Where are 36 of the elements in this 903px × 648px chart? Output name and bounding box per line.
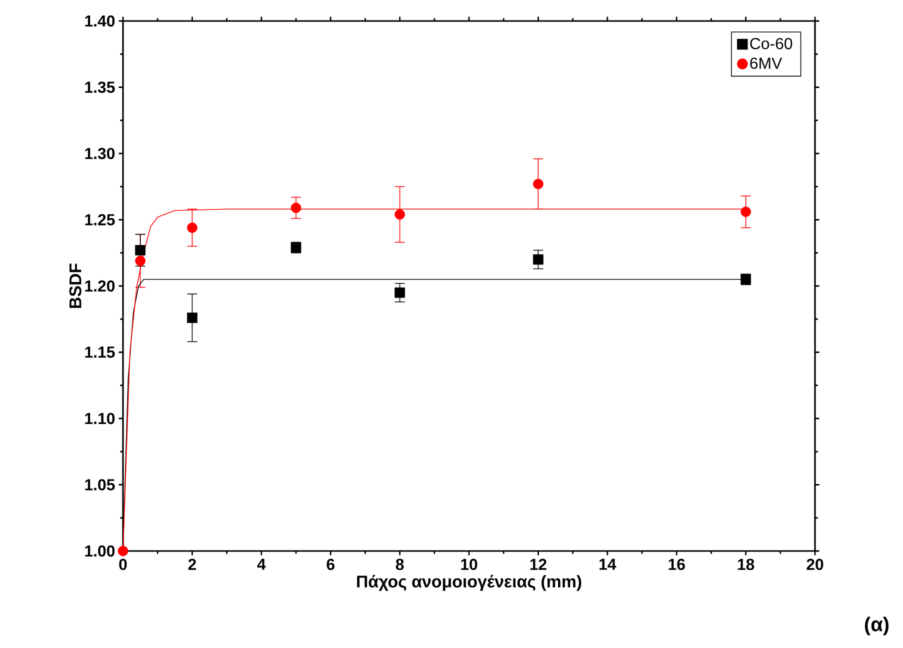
x-tick-label: 20 bbox=[806, 558, 824, 570]
legend-label: Co-60 bbox=[750, 38, 792, 50]
point bbox=[187, 222, 198, 233]
point bbox=[740, 206, 751, 217]
x-tick-label: 16 bbox=[668, 558, 685, 570]
point bbox=[118, 546, 128, 556]
point bbox=[135, 256, 146, 266]
y-tick-label: 1.15 bbox=[85, 346, 115, 358]
x-tick-label: 18 bbox=[738, 558, 754, 570]
x-tick-label: 10 bbox=[461, 558, 478, 570]
y-tick-label: 1.20 bbox=[85, 280, 115, 292]
y-tick-label: 1.25 bbox=[85, 214, 115, 226]
y-tick-label: 1.35 bbox=[85, 82, 115, 93]
point bbox=[533, 254, 544, 265]
point bbox=[187, 312, 198, 323]
point bbox=[290, 202, 302, 214]
x-tick-label: 12 bbox=[530, 558, 546, 570]
y-tick-label: 1.30 bbox=[85, 148, 115, 160]
point bbox=[135, 245, 146, 256]
x-axis-title: Πάχος ανομοιογένειας (mm) bbox=[357, 574, 582, 591]
point bbox=[394, 287, 405, 298]
point bbox=[394, 209, 405, 220]
y-tick-label: 1.10 bbox=[85, 412, 115, 424]
text: (α) bbox=[864, 616, 888, 636]
x-tick-label: 2 bbox=[188, 558, 196, 570]
point bbox=[533, 178, 544, 190]
legend-label: 6MV bbox=[750, 58, 782, 69]
x-tick-label: 6 bbox=[326, 558, 334, 570]
x-tick-label: 4 bbox=[257, 558, 266, 570]
x-tick-label: 14 bbox=[600, 558, 616, 570]
y-tick-label: 1.00 bbox=[85, 545, 115, 557]
y-axis-title: BSDF bbox=[69, 264, 82, 308]
x-tick-label: 0 bbox=[119, 558, 127, 570]
x-tick-label: 8 bbox=[396, 558, 404, 570]
y-tick-label: 1.40 bbox=[85, 15, 115, 27]
y-tick-label: 1.05 bbox=[85, 479, 115, 490]
